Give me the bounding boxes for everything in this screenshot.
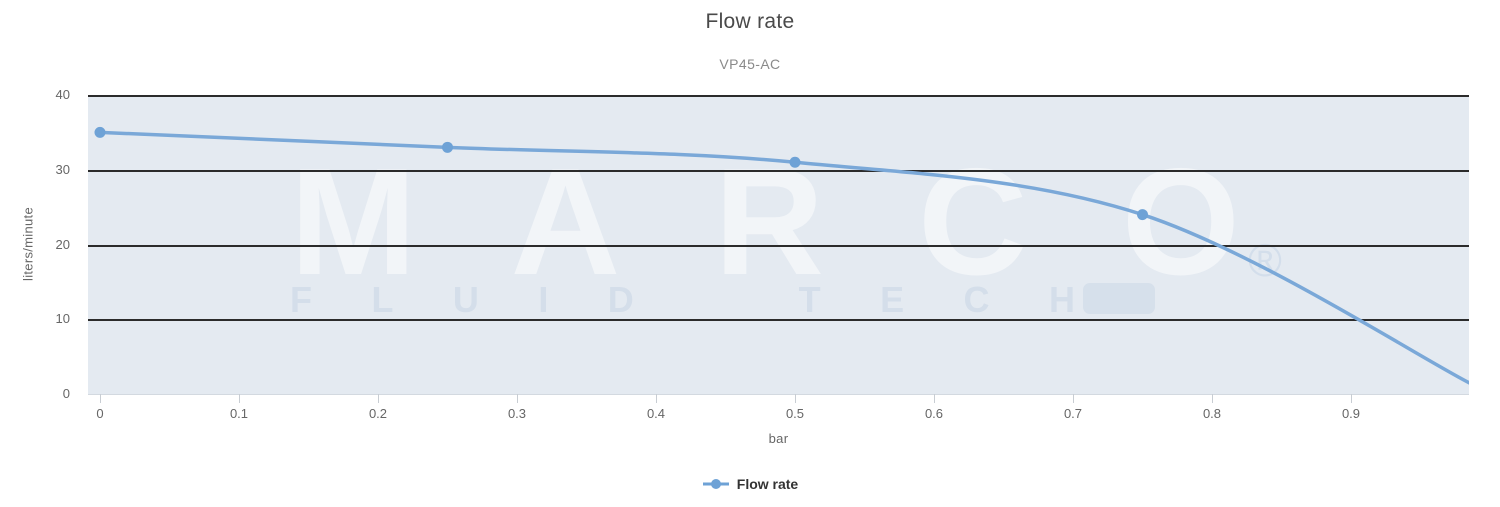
watermark-logo-block — [1083, 283, 1155, 314]
x-tick-mark-0.9 — [1351, 394, 1352, 403]
series-line — [98, 130, 1469, 385]
y-gridline-20 — [88, 245, 1469, 247]
y-tick-label-0: 0 — [62, 386, 70, 401]
y-tick-label-30: 30 — [55, 161, 70, 177]
watermark-letter: E — [880, 279, 905, 320]
x-tick-label-0.2: 0.2 — [368, 406, 388, 421]
watermark-letter: F — [290, 279, 312, 320]
y-gridline-30 — [88, 170, 1469, 172]
x-tick-label-0.8: 0.8 — [1202, 406, 1222, 421]
legend-item-flow-rate[interactable]: Flow rate — [702, 476, 798, 492]
x-tick-label-0.7: 0.7 — [1063, 406, 1083, 421]
x-tick-mark-0 — [100, 394, 101, 403]
data-point-marker — [789, 156, 801, 168]
watermark-letter: H — [1048, 279, 1075, 320]
x-tick-label-0.3: 0.3 — [507, 406, 527, 421]
x-tick-mark-0.1 — [239, 394, 240, 403]
x-tick-label-0.9: 0.9 — [1341, 406, 1361, 421]
y-tick-label-10: 10 — [55, 311, 70, 327]
x-tick-label-0.5: 0.5 — [785, 406, 805, 421]
chart-title: Flow rate — [705, 10, 795, 33]
y-tick-label-20: 20 — [55, 236, 70, 252]
x-axis-title: bar — [768, 431, 789, 446]
x-tick-mark-0.5 — [795, 394, 796, 403]
x-tick-mark-0.2 — [378, 394, 379, 403]
watermark-letter: T — [798, 279, 821, 320]
legend-marker-icon — [702, 479, 729, 489]
data-point-marker — [442, 141, 453, 153]
x-tick-mark-0.7 — [1073, 394, 1074, 403]
data-point-marker — [94, 126, 106, 138]
watermark-letter: I — [538, 279, 549, 320]
watermark-letter: U — [452, 279, 479, 320]
flow-rate-line-series — [94, 126, 1469, 385]
watermark-letter: L — [371, 279, 394, 320]
legend: Flow rate — [0, 476, 1500, 492]
watermark-letter: C — [963, 279, 990, 320]
x-tick-mark-0.4 — [656, 394, 657, 403]
x-tick-label-0: 0 — [96, 406, 104, 421]
data-point-marker — [1137, 209, 1148, 221]
y-tick-label-40: 40 — [55, 87, 70, 102]
y-gridline-10 — [88, 319, 1469, 321]
x-tick-mark-0.3 — [517, 394, 518, 403]
registered-trademark-icon: ® — [1248, 234, 1282, 286]
x-tick-label-0.4: 0.4 — [646, 406, 666, 421]
y-gridline-40 — [88, 95, 1469, 97]
x-tick-mark-0.8 — [1212, 394, 1213, 403]
x-tick-label-0.1: 0.1 — [229, 406, 249, 421]
x-tick-mark-0.6 — [934, 394, 935, 403]
watermark-letter: D — [607, 279, 634, 320]
legend-label: Flow rate — [736, 476, 799, 492]
chart-subtitle: VP45-AC — [719, 56, 781, 72]
x-tick-label-0.6: 0.6 — [924, 406, 944, 421]
